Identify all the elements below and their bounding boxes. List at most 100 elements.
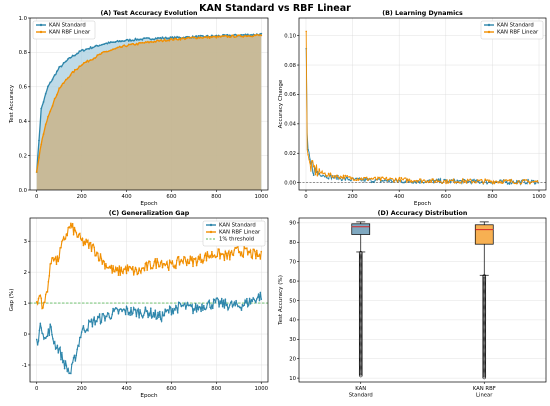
gap-point — [107, 267, 110, 269]
change-point — [530, 179, 533, 182]
accuracy-point — [127, 40, 130, 42]
accuracy-point — [246, 33, 249, 36]
change-point — [404, 177, 406, 179]
gap-point — [182, 262, 184, 264]
accuracy-point — [222, 35, 224, 37]
legend-label: KAN Standard — [49, 23, 86, 29]
accuracy-point — [258, 34, 260, 37]
gap-point — [202, 262, 204, 264]
accuracy-point — [109, 49, 112, 52]
gap-point — [42, 333, 44, 335]
change-point — [460, 181, 462, 184]
accuracy-point — [206, 34, 209, 37]
change-point — [385, 176, 388, 179]
gap-point — [178, 264, 181, 266]
x-axis-label: Epoch — [140, 393, 158, 399]
change-point — [486, 182, 488, 185]
x-category-label: KAN RBF — [473, 386, 496, 392]
gap-point — [122, 272, 124, 275]
gap-point — [75, 231, 78, 234]
gap-point — [194, 257, 197, 259]
accuracy-point — [159, 39, 162, 42]
gap-point — [207, 301, 210, 303]
accuracy-point — [242, 34, 245, 36]
gap-point — [61, 239, 64, 241]
gap-point — [240, 251, 243, 253]
gap-point — [86, 241, 88, 243]
gap-point — [59, 346, 61, 349]
gap-point — [238, 250, 241, 253]
gap-point — [194, 302, 197, 305]
gap-point — [134, 266, 137, 269]
gap-point — [176, 307, 178, 309]
gap-point — [134, 308, 137, 311]
accuracy-point — [226, 36, 229, 39]
gap-point — [89, 321, 92, 323]
gap-point — [229, 258, 231, 261]
gap-point — [174, 309, 176, 311]
change-point — [499, 181, 501, 184]
gap-point — [221, 305, 224, 308]
gap-point — [61, 361, 64, 363]
accuracy-point — [76, 68, 79, 71]
gap-point — [62, 236, 65, 238]
change-point — [469, 178, 472, 181]
change-point — [482, 182, 485, 185]
change-point — [426, 180, 429, 182]
gap-point — [248, 251, 251, 254]
gap-point — [180, 258, 183, 261]
accuracy-point — [96, 44, 99, 47]
change-point — [422, 182, 425, 184]
accuracy-point — [190, 36, 193, 39]
panel-test-accuracy: 0 200 400 600 800 1000 0.0 0.2 0.4 0.6 0.8 1.0 (A) T… — [9, 10, 269, 207]
gap-point — [158, 310, 161, 313]
gap-point — [230, 300, 233, 303]
x-tick-label: 0 — [35, 194, 39, 200]
gap-point — [150, 317, 153, 319]
gap-point — [181, 260, 184, 262]
accuracy-point — [67, 57, 70, 60]
accuracy-point — [208, 37, 211, 40]
gap-point — [217, 298, 219, 301]
y-tick-label: 0.04 — [284, 122, 296, 128]
gap-point — [92, 243, 95, 246]
plot-frame — [29, 217, 269, 383]
change-point — [437, 178, 440, 180]
gap-point — [73, 226, 76, 229]
change-point — [527, 180, 529, 183]
change-point — [471, 179, 473, 181]
change-point — [534, 182, 537, 185]
gap-point — [109, 267, 112, 269]
change-point — [309, 158, 311, 161]
change-point — [389, 177, 391, 180]
change-point — [402, 178, 404, 181]
y-tick-label: 1 — [24, 301, 27, 307]
gap-point — [70, 372, 72, 375]
gap-point — [85, 329, 87, 332]
gap-point — [70, 222, 72, 225]
gap-point — [126, 307, 129, 310]
gap-point — [142, 314, 145, 317]
change-point — [406, 181, 408, 183]
gap-point — [86, 328, 88, 331]
gap-point — [220, 297, 223, 300]
accuracy-point — [56, 93, 58, 96]
change-point — [320, 175, 322, 177]
gap-point — [51, 333, 53, 336]
gap-point — [158, 265, 161, 268]
gap-point — [138, 316, 140, 319]
change-point — [383, 178, 386, 180]
accuracy-point — [210, 36, 213, 39]
gap-point — [201, 259, 203, 261]
change-point — [325, 175, 328, 177]
gap-point — [210, 256, 212, 259]
change-point — [497, 181, 500, 184]
change-point — [514, 182, 516, 185]
gap-point — [191, 304, 193, 306]
gap-point — [224, 250, 227, 253]
accuracy-point — [109, 41, 112, 43]
accuracy-point — [249, 35, 251, 38]
accuracy-point — [244, 33, 247, 36]
gap-point — [206, 251, 209, 253]
change-point — [463, 179, 466, 181]
